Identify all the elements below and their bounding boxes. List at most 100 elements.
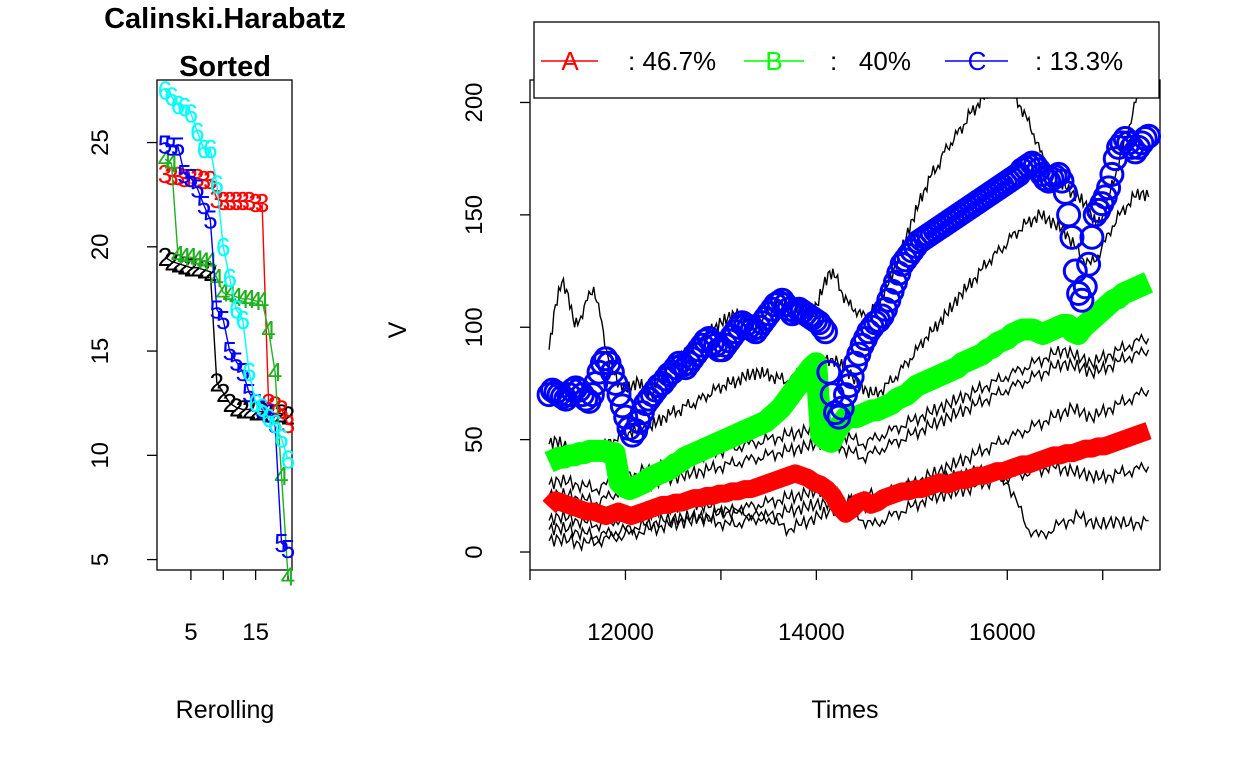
- left-point-2: 2: [197, 255, 211, 285]
- left-series-4-line: [164, 158, 289, 577]
- series-C-point: [839, 364, 865, 390]
- left-point-5: 5: [216, 305, 230, 335]
- right-axes: 0 50 100 150 200 12000 14000 16000: [461, 82, 1104, 646]
- left-point-2: 2: [216, 378, 230, 408]
- left-point-2: 2: [223, 388, 237, 418]
- left-point-5: 5: [281, 534, 295, 564]
- left-series-3-line: [164, 173, 289, 425]
- left-point-6: 6: [210, 169, 224, 199]
- right-x-tick-label: 14000: [778, 619, 845, 646]
- left-point-5: 5: [235, 357, 249, 387]
- series-C-point: [1062, 258, 1088, 284]
- left-point-5: 5: [203, 205, 217, 235]
- left-point-4: 4: [242, 284, 256, 314]
- left-x-axis-label: Rerolling: [176, 696, 275, 724]
- left-point-5: 5: [229, 346, 243, 376]
- series-C-point: [1096, 175, 1122, 201]
- left-series-5-line: [164, 143, 289, 550]
- right-y-axis-label: V: [384, 321, 412, 338]
- left-point-4: 4: [184, 242, 198, 272]
- left-y-tick-label: 20: [87, 233, 114, 260]
- right-x-tick-label: 16000: [969, 619, 1036, 646]
- series-C-point: [1136, 123, 1162, 149]
- left-point-6: 6: [242, 357, 256, 387]
- right-y-tick-label: 150: [461, 195, 488, 235]
- left-point-6: 6: [177, 92, 191, 122]
- left-point-2: 2: [235, 394, 249, 424]
- series-C-point: [1039, 166, 1065, 192]
- left-point-4: 4: [164, 148, 178, 178]
- left-point-2: 2: [248, 397, 262, 427]
- left-y-tick-label: 25: [87, 129, 114, 156]
- left-point-6: 6: [184, 98, 198, 128]
- left-point-3: 3: [203, 165, 217, 195]
- left-point-3: 3: [255, 188, 269, 218]
- series-C-point: [579, 382, 605, 408]
- left-point-6: 6: [281, 444, 295, 474]
- legend-text-C: : 13.3%: [1035, 46, 1123, 76]
- left-point-3: 3: [268, 390, 282, 420]
- left-x-tick-label: 5: [184, 619, 197, 646]
- left-point-5: 5: [210, 294, 224, 324]
- series-C-point: [829, 395, 855, 421]
- right-y-tick-label: 100: [461, 307, 488, 347]
- series-C-point: [1059, 224, 1085, 250]
- left-point-6: 6: [164, 82, 178, 112]
- left-point-6: 6: [229, 294, 243, 324]
- left-point-6: 6: [203, 134, 217, 164]
- left-point-2: 2: [184, 253, 198, 283]
- left-plot-frame: [156, 79, 293, 571]
- left-point-4: 4: [210, 263, 224, 293]
- left-point-5: 5: [164, 132, 178, 162]
- left-point-2: 2: [255, 397, 269, 427]
- left-point-6: 6: [158, 75, 172, 105]
- left-chart-subtitle: Sorted: [179, 51, 271, 83]
- left-point-5: 5: [190, 173, 204, 203]
- left-x-tick-label: 15: [242, 619, 269, 646]
- left-point-2: 2: [177, 251, 191, 281]
- left-point-4: 4: [171, 240, 185, 270]
- right-chart: 0 50 100 150 200 12000 14000 16000 V Times A: 4…: [384, 21, 1162, 724]
- series-C-point: [1032, 166, 1058, 192]
- left-point-5: 5: [158, 130, 172, 160]
- left-point-6: 6: [261, 403, 275, 433]
- left-chart-title: Calinski.Harabatz: [104, 3, 346, 35]
- left-point-3: 3: [171, 161, 185, 191]
- legend-marker-A: A: [561, 46, 579, 76]
- left-point-6: 6: [216, 232, 230, 262]
- left-point-6: 6: [268, 409, 282, 439]
- left-y-tick-label: 15: [87, 338, 114, 365]
- right-x-axis-label: Times: [811, 696, 878, 724]
- left-point-3: 3: [235, 186, 249, 216]
- left-point-2: 2: [229, 392, 243, 422]
- series-C-point: [1012, 155, 1038, 181]
- left-point-3: 3: [281, 409, 295, 439]
- right-y-tick-label: 0: [461, 545, 488, 558]
- series-C-point: [813, 319, 839, 345]
- series-C-point: [1049, 168, 1075, 194]
- left-point-6: 6: [190, 117, 204, 147]
- left-point-3: 3: [197, 165, 211, 195]
- left-point-5: 5: [171, 132, 185, 162]
- left-point-5: 5: [223, 336, 237, 366]
- series-C-point: [783, 299, 809, 325]
- left-point-3: 3: [248, 188, 262, 218]
- left-point-4: 4: [190, 244, 204, 274]
- series-C-point: [603, 370, 629, 396]
- series-C-point: [1132, 125, 1158, 151]
- left-point-4: 4: [158, 144, 172, 174]
- right-y-tick-label: 50: [461, 426, 488, 453]
- left-point-5: 5: [197, 190, 211, 220]
- left-point-3: 3: [223, 186, 237, 216]
- series-C-point: [599, 359, 625, 385]
- series-C-point: [809, 314, 835, 340]
- left-point-6: 6: [197, 134, 211, 164]
- left-point-4: 4: [223, 280, 237, 310]
- series-C-point: [1076, 251, 1102, 277]
- legend-text-B: : 40%: [830, 46, 911, 76]
- left-point-2: 2: [242, 394, 256, 424]
- sample-3-line: [548, 332, 1150, 497]
- left-point-2: 2: [158, 242, 172, 272]
- left-point-6: 6: [171, 90, 185, 120]
